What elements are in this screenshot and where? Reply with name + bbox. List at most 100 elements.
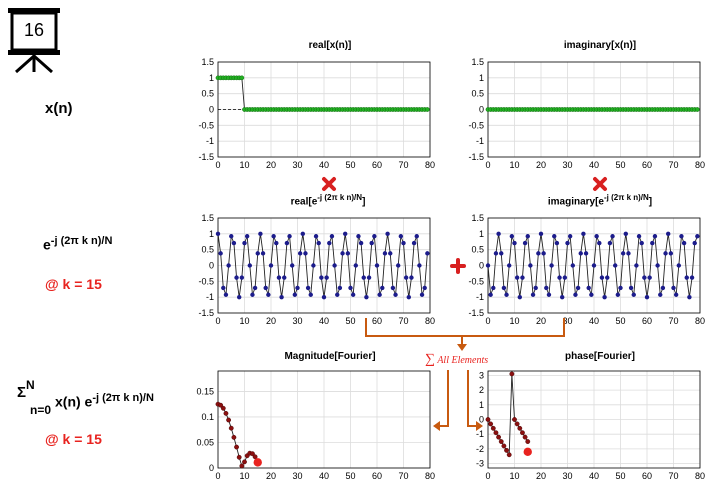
x-tick-label: 50 [615, 160, 625, 170]
data-point [488, 421, 494, 427]
data-point [538, 231, 544, 237]
x-tick-label: 70 [668, 471, 678, 481]
data-point [403, 275, 409, 280]
x-tick-label: 70 [398, 316, 408, 326]
data-point [560, 294, 565, 300]
x-tick-label: 20 [266, 316, 276, 326]
data-point [549, 263, 554, 268]
x-tick-label: 30 [292, 471, 302, 481]
data-point [575, 285, 581, 291]
data-point [507, 263, 512, 268]
title-imag-exp-base: imaginary[e [547, 196, 604, 208]
data-point [234, 444, 239, 450]
data-point [666, 231, 671, 237]
data-point [372, 234, 377, 239]
data-point [422, 285, 427, 291]
x-tick-label: 0 [485, 160, 490, 170]
data-point [496, 434, 501, 440]
y-tick-label: -1.5 [468, 308, 484, 318]
data-point [324, 275, 329, 280]
title-real-exp: real[e-j (2π k n)/N] [268, 193, 388, 207]
x-tick-label: 60 [642, 316, 652, 326]
data-point [605, 275, 610, 280]
x-tick-label: 20 [536, 316, 546, 326]
data-point [689, 275, 695, 280]
plot-frame [217, 370, 431, 469]
data-point [485, 263, 491, 268]
data-point [396, 263, 401, 268]
data-point [599, 275, 605, 280]
x-tick-label: 20 [266, 160, 276, 170]
data-point [382, 251, 388, 256]
data-point [565, 240, 570, 246]
y-tick-label: -1 [476, 292, 484, 302]
x-tick-label: 80 [695, 160, 705, 170]
data-point [244, 234, 250, 239]
slide-number: 16 [23, 20, 45, 40]
data-point [282, 275, 287, 280]
x-tick-label: 40 [319, 160, 329, 170]
y-tick-label: -2 [476, 444, 484, 454]
data-point [642, 275, 647, 280]
y-tick-label: 0 [209, 463, 214, 473]
x-tick-label: 0 [485, 316, 490, 326]
x-tick-label: 80 [695, 471, 705, 481]
data-point [305, 285, 311, 291]
data-point [218, 402, 224, 408]
data-point [509, 371, 515, 377]
data-point [268, 263, 274, 268]
y-tick-label: 0.1 [201, 412, 214, 422]
all-elements-text: All Elements [437, 355, 489, 366]
data-point [668, 251, 674, 256]
data-point [223, 292, 229, 297]
sum-body: x(n) e-j (2π k n)/N [55, 392, 154, 410]
data-point [517, 294, 522, 300]
data-point [583, 251, 589, 256]
title-imag-x: imaginary[x(n)] [563, 40, 637, 51]
data-point [514, 421, 520, 427]
data-point [490, 425, 496, 431]
data-point [541, 251, 546, 256]
data-point [533, 285, 538, 291]
data-point [385, 231, 390, 237]
y-tick-label: 0.15 [196, 386, 214, 396]
data-point [491, 285, 496, 291]
y-tick-label: 3 [479, 370, 484, 380]
data-point [506, 452, 512, 458]
y-tick-label: 1 [209, 73, 214, 83]
data-point [316, 240, 321, 246]
data-point [570, 263, 575, 268]
x-tick-label: 10 [509, 316, 519, 326]
data-point [321, 294, 327, 300]
data-point [613, 263, 618, 268]
data-point [252, 285, 258, 291]
data-point [300, 231, 305, 237]
title-real-exp-end: ] [362, 196, 366, 208]
x-tick-label: 50 [345, 316, 355, 326]
exp-sup: -j (2π k n)/N [50, 235, 113, 247]
data-point [501, 443, 507, 449]
data-point [628, 285, 634, 291]
x-tick-label: 60 [642, 471, 652, 481]
y-tick-label: -1.5 [198, 152, 214, 162]
data-point [220, 405, 226, 411]
y-tick-label: 0.5 [471, 245, 484, 255]
y-tick-label: 0.5 [201, 89, 214, 99]
data-point [660, 285, 666, 291]
y-tick-label: 0.5 [471, 89, 484, 99]
data-point [290, 263, 295, 268]
data-point [647, 275, 652, 280]
data-point [250, 451, 255, 457]
plot-frame [217, 217, 431, 314]
data-point [218, 251, 223, 256]
y-tick-label: 0 [209, 261, 214, 271]
data-point [658, 292, 663, 297]
data-point [231, 240, 237, 246]
x-tick-label: 10 [239, 471, 249, 481]
x-tick-label: 40 [589, 471, 599, 481]
data-point [221, 285, 226, 291]
y-tick-label: 0 [479, 415, 484, 425]
data-point [618, 285, 623, 291]
data-point [679, 234, 684, 239]
data-point [398, 234, 404, 239]
